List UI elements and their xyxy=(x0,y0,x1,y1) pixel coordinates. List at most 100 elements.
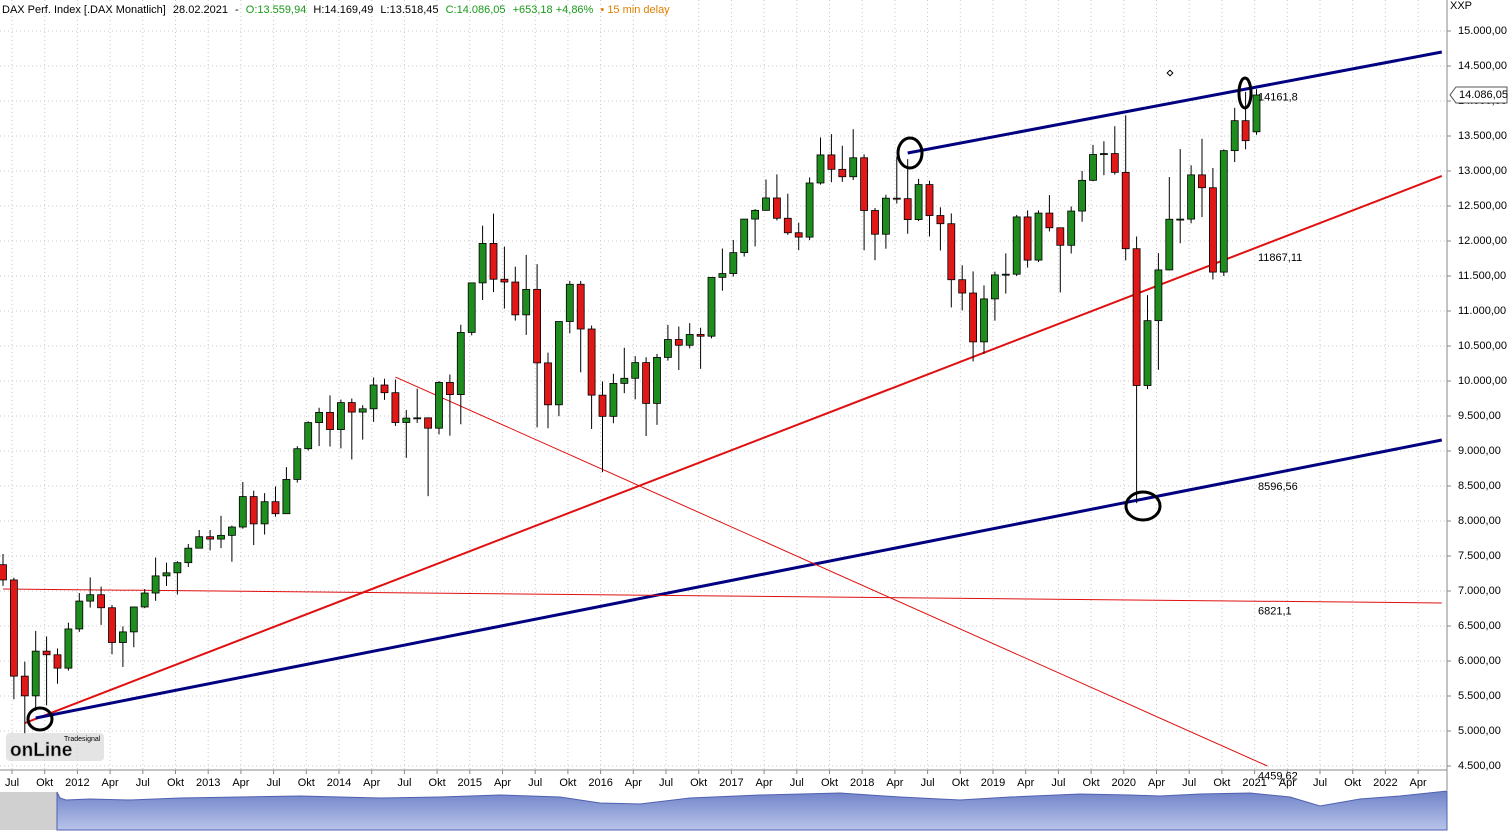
candle-body xyxy=(783,217,792,234)
x-tick-label: Okt xyxy=(559,777,576,789)
candle-body xyxy=(631,362,640,379)
header-date: 28.02.2021 xyxy=(173,4,228,16)
candle-body xyxy=(1100,153,1108,155)
x-tick-label: Okt xyxy=(821,777,838,789)
x-tick-label: Okt xyxy=(167,777,184,789)
x-tick-label: Jul xyxy=(5,777,19,789)
x-tick-label: Jul xyxy=(790,777,804,789)
circle-annotation xyxy=(1237,76,1253,110)
x-tick-label: 2015 xyxy=(458,777,482,789)
candle-body xyxy=(151,575,160,594)
y-tick-label: 9.000,00 xyxy=(1458,445,1501,457)
candle-body xyxy=(882,197,890,235)
candles xyxy=(0,89,1261,734)
x-tick-label: Apr xyxy=(1148,777,1165,789)
trendline-label: 11867,11 xyxy=(1258,252,1302,264)
candle-body xyxy=(20,675,29,697)
x-tick-label: Apr xyxy=(232,777,249,789)
candle-body xyxy=(456,332,465,395)
y-tick-label: 5.000,00 xyxy=(1458,725,1501,737)
candle-body xyxy=(991,274,999,300)
candle-body xyxy=(511,281,520,316)
candle-body xyxy=(195,536,204,549)
x-tick-label: Okt xyxy=(298,777,315,789)
x-tick-label: 2013 xyxy=(196,777,220,789)
candle-body xyxy=(413,417,422,420)
candle-body xyxy=(871,210,879,235)
trendlines xyxy=(2,50,1443,767)
trendline xyxy=(24,175,1443,724)
header-change: +653,18 +4,86% xyxy=(513,4,594,16)
candle-body xyxy=(402,417,411,423)
x-tick-label: Apr xyxy=(1017,777,1034,789)
candle-body xyxy=(969,292,977,343)
candle-body xyxy=(173,562,182,574)
y-tick-label: 12.500,00 xyxy=(1458,200,1507,212)
y-tick-label: 6.500,00 xyxy=(1458,620,1501,632)
candle-body xyxy=(435,382,443,429)
candle-body xyxy=(707,276,716,337)
candle-body xyxy=(282,479,291,515)
y-tick-label: 11.000,00 xyxy=(1458,305,1506,317)
candle-body xyxy=(31,650,40,697)
annotations xyxy=(26,76,1253,732)
units-label: XXP xyxy=(1450,0,1472,12)
candle-body xyxy=(674,339,683,346)
trendline xyxy=(35,438,1443,720)
y-tick-label: 7.000,00 xyxy=(1458,585,1501,597)
candle-body xyxy=(336,402,345,430)
candle-body xyxy=(1001,273,1010,276)
candle-body xyxy=(642,362,650,404)
trendline xyxy=(2,588,1442,604)
x-tick-label: 2016 xyxy=(588,777,612,789)
x-tick-label: Okt xyxy=(1083,777,1100,789)
candle-body xyxy=(249,496,258,525)
candle-body xyxy=(1045,212,1054,229)
candle-body xyxy=(380,384,389,394)
x-tick-label: Apr xyxy=(886,777,903,789)
candle-body xyxy=(1078,179,1086,212)
x-tick-label: Jul xyxy=(267,777,281,789)
x-tick-label: Jul xyxy=(1313,777,1327,789)
candle-body xyxy=(838,168,847,178)
candle-body xyxy=(445,382,454,395)
x-tick-label: Jul xyxy=(1051,777,1065,789)
candle-body xyxy=(358,408,367,413)
trendline xyxy=(907,50,1443,155)
logo-text: onLine xyxy=(10,740,72,761)
candle-body xyxy=(75,600,84,630)
y-tick-label: 4.500,00 xyxy=(1458,760,1501,772)
candle-body xyxy=(729,252,738,274)
header-delay: • 15 min delay xyxy=(600,4,670,16)
candle-body xyxy=(805,182,814,238)
price-tag-label: 14.086,05 xyxy=(1459,89,1508,101)
x-tick-label: Apr xyxy=(1279,777,1296,789)
candle-body xyxy=(293,448,302,480)
candle-body xyxy=(740,218,749,254)
candle-body xyxy=(1132,248,1141,386)
candle-body xyxy=(391,392,400,423)
x-tick-label: 2014 xyxy=(327,777,351,789)
candle-body xyxy=(653,357,661,404)
candle-body xyxy=(304,422,313,450)
candle-body xyxy=(598,394,607,417)
candle-body xyxy=(271,501,280,515)
candle-body xyxy=(533,288,541,364)
candle-body xyxy=(1023,216,1032,261)
y-tick-label: 9.500,00 xyxy=(1458,410,1501,422)
candle-body xyxy=(860,157,868,211)
header-high: H:14.169,49 xyxy=(313,4,373,16)
candle-body xyxy=(162,572,171,577)
candle-body xyxy=(903,198,912,220)
candle-body xyxy=(914,184,923,220)
candle-body xyxy=(1187,174,1195,220)
candle-body xyxy=(696,334,705,337)
y-tick-label: 13.000,00 xyxy=(1458,165,1507,177)
logo: Tradesignal onLine xyxy=(6,733,104,761)
candle-body xyxy=(347,402,356,413)
header-open: O:13.559,94 xyxy=(246,4,307,16)
candle-body xyxy=(1110,153,1119,173)
candle-body xyxy=(827,154,836,170)
